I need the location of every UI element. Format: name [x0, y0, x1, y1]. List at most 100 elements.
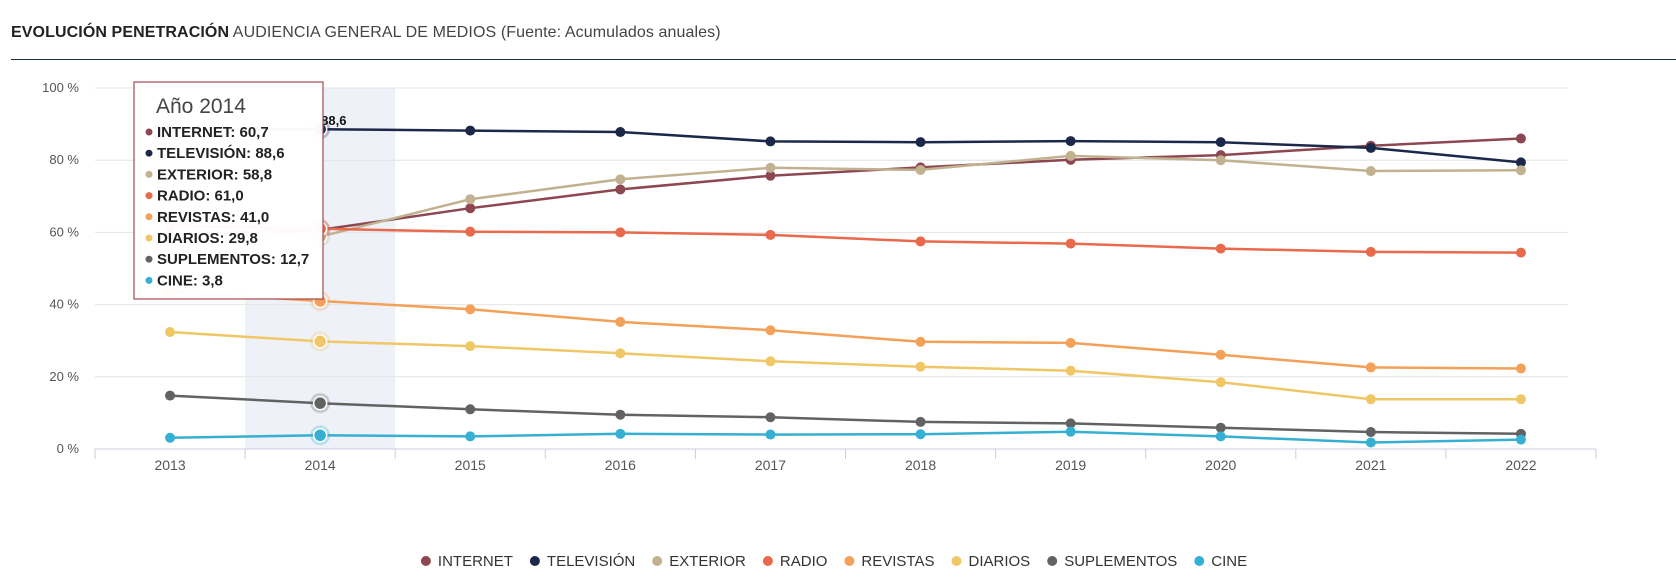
point-suplementos-2019[interactable]	[1065, 418, 1076, 429]
x-tick-label-2018: 2018	[905, 457, 936, 473]
point-cine-2021[interactable]	[1365, 437, 1376, 448]
y-tick-label: 20 %	[49, 369, 79, 384]
series-line-exterior[interactable]	[169, 154, 1522, 238]
x-tick-label-2014: 2014	[305, 457, 336, 473]
point-suplementos-2018[interactable]	[915, 416, 926, 427]
point-diarios-2016[interactable]	[615, 348, 626, 359]
point-revistas-2018[interactable]	[915, 336, 926, 347]
tooltip-marker-suplementos	[145, 255, 153, 263]
point-suplementos-2016[interactable]	[615, 409, 626, 420]
point-diarios-2022[interactable]	[1515, 394, 1526, 405]
legend-item-suplementos[interactable]: SUPLEMENTOS	[1047, 553, 1177, 570]
tooltip-row-exterior: EXTERIOR: 58,8	[157, 166, 272, 183]
legend-item-internet[interactable]: INTERNET	[420, 553, 513, 570]
point-diarios-2019[interactable]	[1065, 365, 1076, 376]
x-tick-label-2017: 2017	[755, 457, 786, 473]
point-cine-2018[interactable]	[915, 429, 926, 440]
point-television-2022[interactable]	[1515, 157, 1526, 168]
point-radio-2021[interactable]	[1365, 246, 1376, 257]
point-cine-2016[interactable]	[615, 428, 626, 439]
legend-item-exterior[interactable]: EXTERIOR	[652, 553, 746, 570]
point-diarios-2014[interactable]	[312, 334, 328, 349]
point-internet-2017[interactable]	[765, 170, 776, 181]
tooltip-marker-television	[145, 149, 153, 157]
point-exterior-2019[interactable]	[1065, 150, 1076, 161]
y-tick-label: 80 %	[49, 152, 79, 167]
point-radio-2020[interactable]	[1215, 243, 1226, 254]
point-radio-2017[interactable]	[765, 229, 776, 240]
point-suplementos-2017[interactable]	[765, 412, 776, 423]
tooltip-row-radio: RADIO: 61,0	[157, 188, 244, 205]
x-tick-label-2013: 2013	[154, 457, 185, 473]
point-cine-2013[interactable]	[165, 432, 176, 443]
point-suplementos-2013[interactable]	[165, 390, 176, 401]
legend-item-radio[interactable]: RADIO	[762, 553, 828, 570]
tooltip-marker-exterior	[145, 170, 153, 178]
point-cine-2014[interactable]	[312, 428, 328, 443]
point-television-2020[interactable]	[1215, 137, 1226, 148]
point-diarios-2013[interactable]	[165, 327, 176, 338]
point-radio-2018[interactable]	[915, 236, 926, 247]
tooltip-marker-cine	[145, 276, 153, 284]
point-television-2016[interactable]	[615, 127, 626, 138]
point-internet-2016[interactable]	[615, 184, 626, 195]
point-cine-2019[interactable]	[1065, 426, 1076, 437]
point-suplementos-2015[interactable]	[465, 404, 476, 415]
point-revistas-2015[interactable]	[465, 304, 476, 315]
legend-label-cine: CINE	[1211, 553, 1247, 570]
point-radio-2015[interactable]	[465, 226, 476, 237]
point-revistas-2022[interactable]	[1515, 363, 1526, 374]
point-radio-2016[interactable]	[615, 227, 626, 238]
point-revistas-2017[interactable]	[765, 325, 776, 336]
series-line-radio[interactable]	[170, 224, 1522, 254]
point-suplementos-2020[interactable]	[1215, 422, 1226, 433]
point-internet-2015[interactable]	[465, 203, 476, 214]
point-revistas-2020[interactable]	[1215, 349, 1226, 360]
point-diarios-2020[interactable]	[1215, 377, 1226, 388]
series-line-television[interactable]	[170, 127, 1522, 164]
tooltip-row-diarios: DIARIOS: 29,8	[157, 230, 258, 247]
tooltip-row-cine: CINE: 3,8	[157, 272, 223, 289]
point-diarios-2021[interactable]	[1365, 394, 1376, 405]
point-exterior-2018[interactable]	[915, 164, 926, 175]
chart-title: EVOLUCIÓN PENETRACIÓN AUDIENCIA GENERAL …	[11, 24, 721, 42]
point-cine-2015[interactable]	[465, 431, 476, 442]
legend-item-television[interactable]: TELEVISIÓN	[529, 553, 635, 570]
point-television-2018[interactable]	[915, 137, 926, 148]
legend-item-cine[interactable]: CINE	[1194, 553, 1247, 570]
legend-item-diarios[interactable]: DIARIOS	[951, 553, 1031, 570]
point-exterior-2022[interactable]	[1515, 165, 1526, 176]
tooltip-marker-revistas	[145, 213, 153, 221]
point-diarios-2015[interactable]	[465, 341, 476, 352]
point-radio-2022[interactable]	[1515, 247, 1526, 258]
point-cine-2017[interactable]	[765, 429, 776, 440]
point-diarios-2017[interactable]	[765, 356, 776, 367]
point-exterior-2017[interactable]	[765, 162, 776, 173]
point-cine-2020[interactable]	[1215, 431, 1226, 442]
point-internet-2022[interactable]	[1515, 133, 1526, 144]
series-line-revistas[interactable]	[170, 290, 1522, 370]
legend-item-revistas[interactable]: REVISTAS	[844, 553, 934, 570]
point-suplementos-2014[interactable]	[312, 395, 328, 411]
series-line-cine[interactable]	[170, 430, 1522, 444]
point-television-2021[interactable]	[1365, 142, 1376, 153]
point-revistas-2016[interactable]	[615, 316, 626, 327]
point-suplementos-2021[interactable]	[1365, 427, 1376, 438]
point-exterior-2021[interactable]	[1365, 166, 1376, 177]
point-diarios-2018[interactable]	[915, 361, 926, 372]
point-radio-2019[interactable]	[1065, 238, 1076, 249]
point-exterior-2015[interactable]	[465, 194, 476, 205]
point-exterior-2020[interactable]	[1215, 155, 1226, 166]
point-television-2015[interactable]	[465, 125, 476, 136]
point-revistas-2019[interactable]	[1065, 337, 1076, 348]
point-cine-2022[interactable]	[1515, 434, 1526, 445]
series-line-suplementos[interactable]	[170, 394, 1522, 436]
point-television-2017[interactable]	[765, 136, 776, 147]
tooltip-marker-diarios	[145, 234, 153, 242]
tooltip-row-revistas: REVISTAS: 41,0	[157, 209, 269, 226]
point-revistas-2021[interactable]	[1365, 362, 1376, 373]
point-exterior-2016[interactable]	[615, 174, 626, 185]
series-line-diarios[interactable]	[170, 330, 1521, 401]
point-television-2019[interactable]	[1065, 136, 1076, 147]
